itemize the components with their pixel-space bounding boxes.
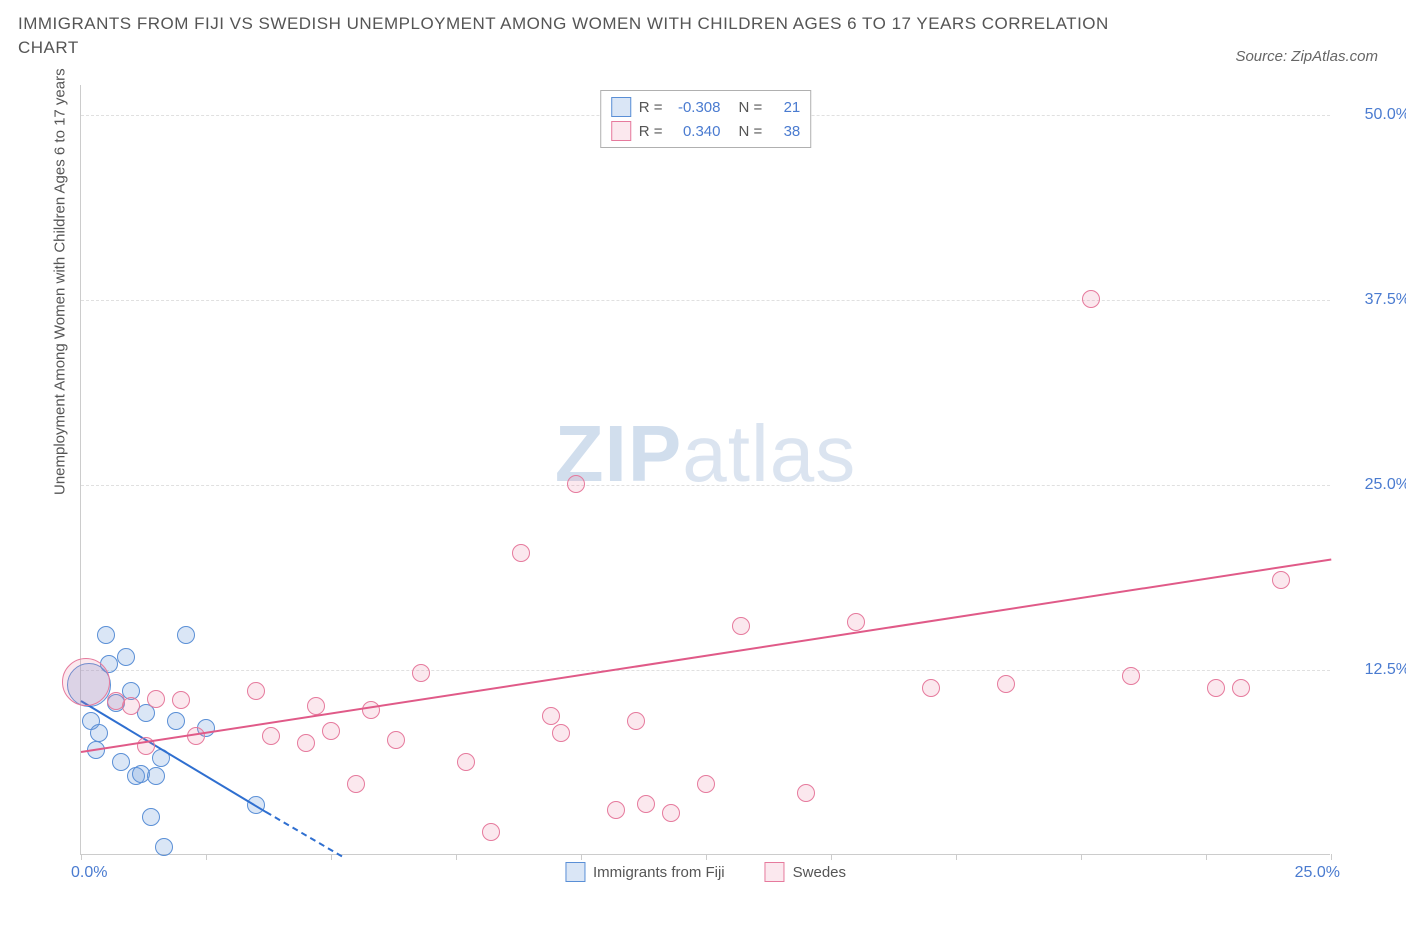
data-point — [387, 731, 405, 749]
legend-item: Immigrants from Fiji — [565, 862, 725, 882]
legend-swatch — [765, 862, 785, 882]
data-point — [797, 784, 815, 802]
data-point — [1122, 667, 1140, 685]
y-tick-label: 50.0% — [1340, 106, 1406, 124]
data-point — [90, 724, 108, 742]
x-tick-mark — [1206, 854, 1207, 860]
data-point — [457, 753, 475, 771]
x-tick-mark — [706, 854, 707, 860]
x-tick-mark — [581, 854, 582, 860]
x-tick-label-min: 0.0% — [71, 864, 107, 882]
data-point — [512, 544, 530, 562]
legend-stats: R = -0.308 N = 21 R = 0.340 N = 38 — [600, 90, 812, 148]
legend-n-label: N = — [739, 99, 763, 116]
data-point — [62, 658, 110, 706]
chart-area: Unemployment Among Women with Children A… — [50, 85, 1360, 885]
data-point — [922, 679, 940, 697]
x-tick-mark — [206, 854, 207, 860]
data-point — [247, 682, 265, 700]
data-point — [412, 664, 430, 682]
data-point — [627, 712, 645, 730]
x-tick-mark — [831, 854, 832, 860]
data-point — [147, 767, 165, 785]
data-point — [997, 675, 1015, 693]
gridline — [81, 485, 1330, 486]
legend-item: Swedes — [765, 862, 846, 882]
source-text: Source: ZipAtlas.com — [1235, 48, 1378, 65]
legend-r-value: 0.340 — [671, 123, 721, 140]
legend-r-label: R = — [639, 99, 663, 116]
x-tick-label-max: 25.0% — [1295, 864, 1340, 882]
x-tick-mark — [81, 854, 82, 860]
legend-series-name: Immigrants from Fiji — [593, 864, 725, 881]
x-tick-mark — [456, 854, 457, 860]
x-tick-mark — [1331, 854, 1332, 860]
data-point — [97, 626, 115, 644]
legend-r-value: -0.308 — [671, 99, 721, 116]
data-point — [297, 734, 315, 752]
data-point — [552, 724, 570, 742]
legend-series-name: Swedes — [793, 864, 846, 881]
y-tick-label: 25.0% — [1340, 476, 1406, 494]
watermark: ZIPatlas — [555, 408, 856, 500]
legend-series: Immigrants from Fiji Swedes — [565, 862, 846, 882]
x-tick-mark — [956, 854, 957, 860]
data-point — [732, 617, 750, 635]
plot-area: ZIPatlas 12.5%25.0%37.5%50.0%0.0%25.0%R … — [80, 85, 1330, 855]
legend-row: R = 0.340 N = 38 — [611, 119, 801, 143]
trend-line — [81, 559, 1331, 753]
data-point — [172, 691, 190, 709]
data-point — [322, 722, 340, 740]
y-axis-label: Unemployment Among Women with Children A… — [52, 475, 69, 495]
data-point — [122, 697, 140, 715]
x-tick-mark — [331, 854, 332, 860]
data-point — [307, 697, 325, 715]
legend-swatch — [565, 862, 585, 882]
legend-swatch — [611, 121, 631, 141]
data-point — [177, 626, 195, 644]
x-tick-mark — [1081, 854, 1082, 860]
legend-n-value: 38 — [770, 123, 800, 140]
data-point — [142, 808, 160, 826]
data-point — [147, 690, 165, 708]
y-tick-label: 12.5% — [1340, 661, 1406, 679]
data-point — [567, 475, 585, 493]
chart-title: IMMIGRANTS FROM FIJI VS SWEDISH UNEMPLOY… — [18, 12, 1118, 60]
data-point — [117, 648, 135, 666]
data-point — [1082, 290, 1100, 308]
data-point — [607, 801, 625, 819]
data-point — [637, 795, 655, 813]
trend-line — [265, 811, 342, 857]
data-point — [662, 804, 680, 822]
legend-n-label: N = — [739, 123, 763, 140]
legend-n-value: 21 — [770, 99, 800, 116]
legend-swatch — [611, 97, 631, 117]
gridline — [81, 300, 1330, 301]
data-point — [482, 823, 500, 841]
legend-row: R = -0.308 N = 21 — [611, 95, 801, 119]
data-point — [112, 753, 130, 771]
data-point — [1272, 571, 1290, 589]
data-point — [155, 838, 173, 856]
y-tick-label: 37.5% — [1340, 291, 1406, 309]
data-point — [847, 613, 865, 631]
gridline — [81, 670, 1330, 671]
data-point — [262, 727, 280, 745]
data-point — [347, 775, 365, 793]
legend-r-label: R = — [639, 123, 663, 140]
data-point — [1207, 679, 1225, 697]
data-point — [167, 712, 185, 730]
data-point — [542, 707, 560, 725]
data-point — [362, 701, 380, 719]
data-point — [697, 775, 715, 793]
data-point — [1232, 679, 1250, 697]
